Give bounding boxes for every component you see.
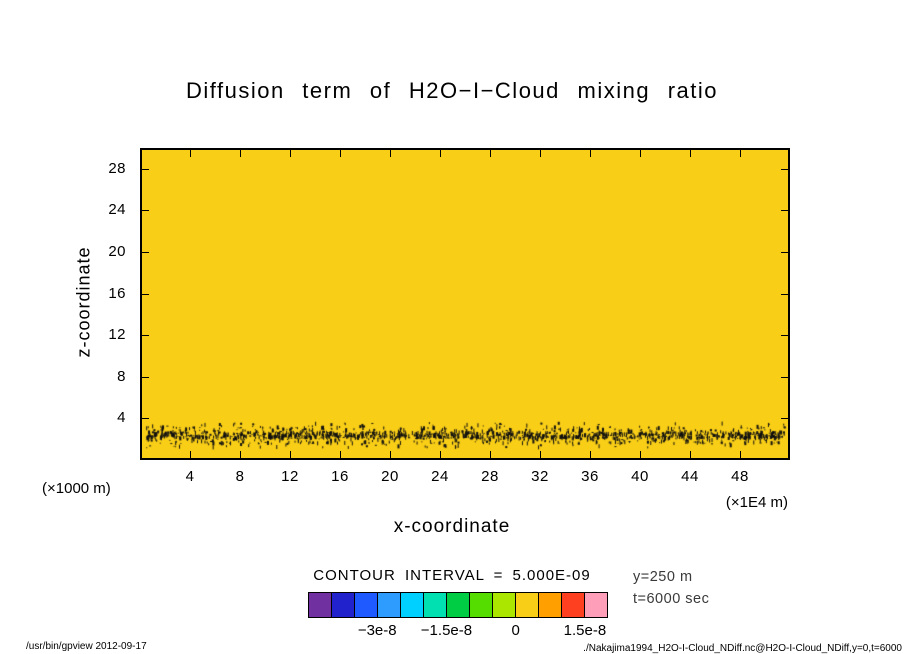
- x-tick-label: 32: [531, 468, 549, 485]
- colorbar-tick-label: 1.5e-8: [563, 622, 607, 639]
- x-tick-mark: [590, 150, 591, 157]
- x-tick-mark: [590, 451, 591, 458]
- x-tick-mark: [740, 451, 741, 458]
- colorbar-segment: [516, 593, 539, 617]
- x-tick-mark: [540, 150, 541, 157]
- y-tick-mark: [142, 335, 149, 337]
- x-tick-mark: [690, 150, 691, 157]
- y-tick-mark: [781, 418, 788, 420]
- y-tick-mark: [142, 418, 149, 420]
- x-tick-mark: [640, 150, 641, 157]
- x-tick-label: 12: [281, 468, 299, 485]
- y-tick-label: 24: [108, 201, 126, 219]
- x-tick-mark: [340, 451, 341, 458]
- y-tick-mark: [781, 335, 788, 337]
- colorbar: [308, 592, 608, 618]
- x-tick-mark: [490, 451, 491, 458]
- colorbar-segment: [470, 593, 493, 617]
- y-tick-mark: [781, 293, 788, 295]
- x-tick-label: 44: [681, 468, 699, 485]
- y-tick-label: 8: [117, 367, 126, 385]
- x-tick-label: 8: [235, 468, 245, 485]
- x-tick-mark: [340, 150, 341, 157]
- x-tick-label: 16: [331, 468, 349, 485]
- colorbar-tick-label: −1.5e-8: [420, 622, 473, 639]
- footer-command: /usr/bin/gpview 2012-09-17: [26, 641, 147, 652]
- footer-file: ./Nakajima1994_H2O-I-Cloud_NDiff.nc@H2O-…: [583, 643, 902, 654]
- x-tick-mark: [740, 150, 741, 157]
- x-tick-label: 40: [631, 468, 649, 485]
- y-tick-mark: [781, 210, 788, 212]
- colorbar-segment: [378, 593, 401, 617]
- x-tick-mark: [440, 150, 441, 157]
- y-tick-mark: [142, 376, 149, 378]
- x-tick-mark: [190, 451, 191, 458]
- colorbar-segment: [309, 593, 332, 617]
- x-tick-mark: [390, 150, 391, 157]
- x-axis-unit: (×1E4 m): [725, 494, 788, 511]
- y-tick-label: 16: [108, 284, 126, 302]
- x-axis-label: x-coordinate: [393, 516, 511, 537]
- slice-annotation: y=250 m: [633, 569, 693, 585]
- x-tick-label: 48: [731, 468, 749, 485]
- y-axis-unit: (×1000 m): [42, 480, 111, 497]
- x-tick-mark: [440, 451, 441, 458]
- y-tick-label: 28: [108, 159, 126, 177]
- colorbar-tick-label: 0: [511, 622, 520, 639]
- plot-area: [140, 148, 790, 460]
- y-tick-mark: [142, 252, 149, 253]
- x-tick-label: 4: [185, 468, 195, 485]
- x-tick-label: 36: [581, 468, 599, 485]
- colorbar-segment: [424, 593, 447, 617]
- time-annotation: t=6000 sec: [633, 591, 710, 607]
- x-tick-mark: [640, 451, 641, 458]
- x-tick-mark: [290, 451, 291, 458]
- x-tick-mark: [240, 451, 241, 458]
- chart-title: Diffusion term of H2O−I−Cloud mixing rat…: [186, 78, 718, 103]
- colorbar-segment: [447, 593, 470, 617]
- y-tick-mark: [781, 252, 788, 253]
- y-tick-mark: [142, 293, 149, 295]
- x-tick-label: 20: [381, 468, 399, 485]
- colorbar-segment: [493, 593, 516, 617]
- colorbar-segment: [562, 593, 585, 617]
- x-tick-mark: [490, 150, 491, 157]
- colorbar-segment: [332, 593, 355, 617]
- y-tick-label: 12: [108, 326, 126, 344]
- colorbar-segment: [401, 593, 424, 617]
- colorbar-segment: [539, 593, 562, 617]
- colorbar-segment: [355, 593, 378, 617]
- y-tick-mark: [142, 210, 149, 212]
- x-tick-mark: [190, 150, 191, 157]
- y-tick-mark: [142, 168, 149, 170]
- y-tick-mark: [781, 168, 788, 170]
- y-tick-mark: [781, 376, 788, 378]
- x-tick-mark: [240, 150, 241, 157]
- y-tick-label: 20: [108, 243, 126, 260]
- x-tick-mark: [690, 451, 691, 458]
- contour-interval-label: CONTOUR INTERVAL = 5.000E-09: [313, 567, 591, 584]
- contour-noise-band: [142, 150, 788, 458]
- x-tick-mark: [290, 150, 291, 157]
- x-tick-label: 28: [481, 468, 499, 485]
- x-tick-mark: [540, 451, 541, 458]
- colorbar-segment: [585, 593, 607, 617]
- y-tick-label: 4: [117, 409, 126, 427]
- x-tick-mark: [390, 451, 391, 458]
- colorbar-tick-label: −3e-8: [357, 622, 397, 639]
- x-tick-label: 24: [431, 468, 449, 485]
